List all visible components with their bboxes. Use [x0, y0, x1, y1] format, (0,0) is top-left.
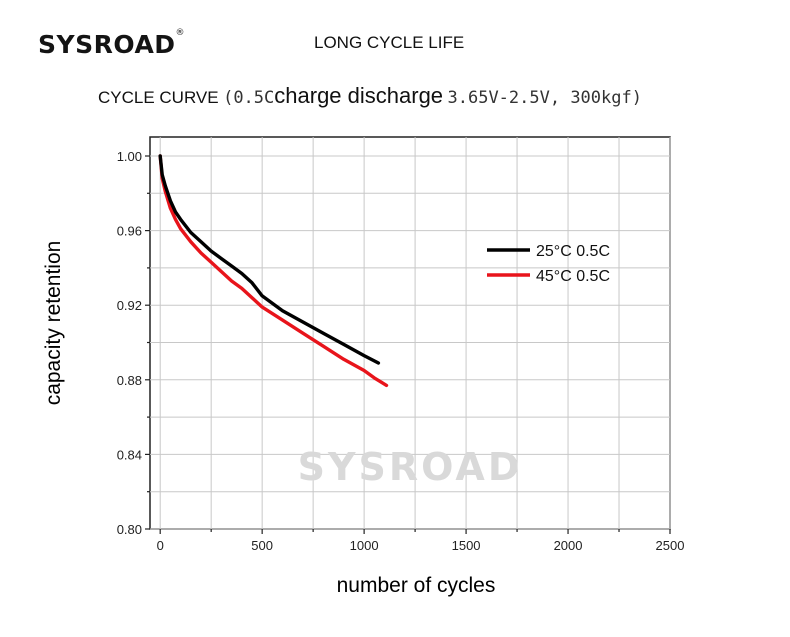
plot-area — [149, 136, 671, 530]
watermark: SYSROAD — [298, 445, 523, 489]
registered-mark: ® — [175, 28, 186, 38]
y-tick-label: 0.96 — [117, 224, 142, 239]
x-tick-label: 1000 — [350, 538, 379, 553]
subtitle-voltage: 3.65V-2.5V, 300kgf) — [447, 88, 642, 108]
x-tick-label: 0 — [157, 538, 164, 553]
axis-ticks: 0.80 0.84 0.88 0.92 0.96 1.00 0 500 1000 1500 2000… — [117, 149, 685, 553]
y-tick-label: 0.92 — [117, 298, 142, 313]
x-tick-label: 2000 — [554, 538, 583, 553]
subtitle-charge-discharge: charge discharge — [274, 83, 444, 108]
legend-label: 45°C 0.5C — [536, 268, 610, 285]
x-tick-label: 1500 — [452, 538, 481, 553]
x-tick-label: 2500 — [656, 538, 685, 553]
legend-label: 25°C 0.5C — [536, 243, 610, 260]
y-axis-label: capacity retention — [42, 241, 65, 406]
x-tick-label: 500 — [251, 538, 273, 553]
brand-name: SYSROAD — [38, 30, 176, 59]
series-lines — [158, 154, 389, 388]
brand-logo: SYSROAD® — [38, 28, 186, 59]
subtitle-cycle-curve: CYCLE CURVE — [98, 88, 219, 107]
y-tick-label: 0.84 — [117, 447, 142, 462]
grid-lines — [150, 137, 671, 530]
headline: LONG CYCLE LIFE — [314, 33, 465, 52]
x-axis-label: number of cycles — [337, 574, 496, 597]
subtitle-rate: (0.5C — [223, 88, 275, 108]
legend: 25°C 0.5C 45°C 0.5C — [487, 243, 610, 285]
y-tick-label: 1.00 — [117, 149, 142, 164]
chart-subtitle: CYCLE CURVE (0.5Ccharge discharge 3.65V-… — [98, 83, 642, 109]
y-tick-label: 0.88 — [117, 373, 142, 388]
series-line — [158, 154, 381, 365]
y-tick-label: 0.80 — [117, 522, 142, 537]
series-line — [158, 154, 389, 388]
